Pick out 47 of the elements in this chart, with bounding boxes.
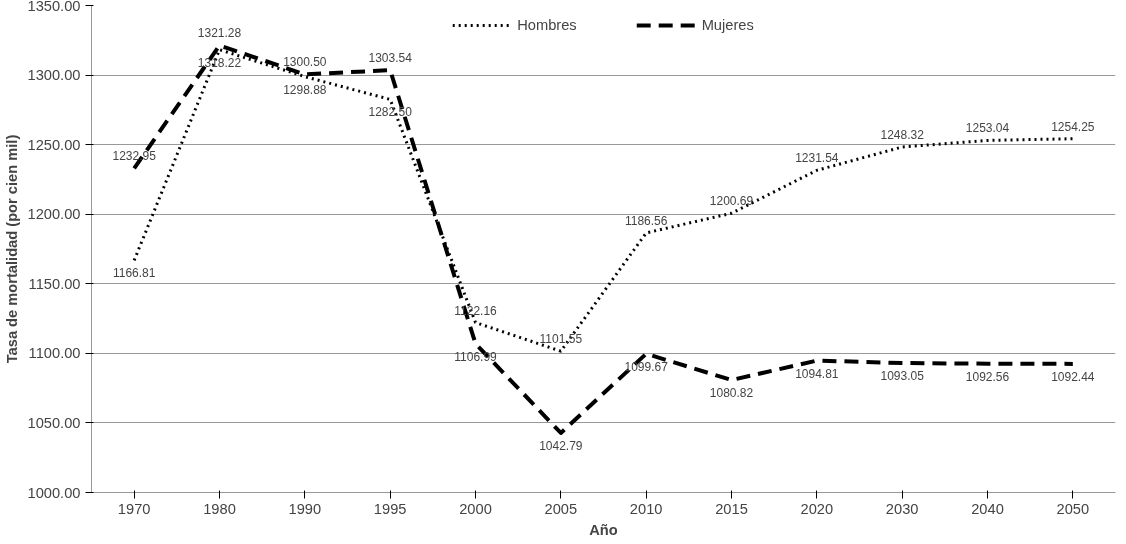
x-tick-label: 1995 — [373, 500, 407, 517]
x-tick-label: 1990 — [288, 500, 322, 517]
legend-label: Hombres — [517, 17, 577, 33]
data-label: 1232.95 — [112, 149, 157, 164]
data-label: 1080.82 — [709, 386, 754, 401]
data-label: 1092.56 — [965, 369, 1010, 384]
x-axis-title: Año — [589, 521, 618, 538]
data-label: 1253.04 — [965, 121, 1010, 136]
data-label: 1101.55 — [539, 332, 583, 347]
data-label: 1321.28 — [197, 26, 242, 41]
y-axis-title: Tasa de mortalidad (por cien mil) — [3, 134, 20, 364]
x-tick-label: 2015 — [715, 500, 748, 517]
data-label: 1042.79 — [539, 438, 583, 453]
x-tick-label: 2040 — [971, 500, 1004, 517]
x-tick-label: 2030 — [885, 500, 919, 517]
data-label: 1092.44 — [1051, 369, 1095, 384]
data-label: 1298.88 — [283, 82, 327, 97]
data-label: 1248.32 — [880, 127, 925, 142]
y-tick-label: 1250.00 — [27, 136, 81, 153]
x-tick-label: 2010 — [629, 500, 663, 517]
x-tick-label: 2005 — [544, 500, 578, 517]
x-tick-label: 2000 — [459, 500, 492, 517]
data-label: 1186.56 — [624, 213, 668, 228]
y-tick-label: 1050.00 — [27, 414, 81, 431]
data-label: 1106.99 — [454, 349, 498, 364]
legend-label: Mujeres — [701, 17, 754, 33]
y-tick-label: 1150.00 — [28, 275, 81, 292]
y-tick-label: 1300.00 — [27, 67, 81, 84]
data-label: 1318.22 — [197, 55, 242, 70]
data-label: 1300.50 — [283, 55, 327, 70]
x-tick-label: 2020 — [800, 500, 834, 517]
data-label: 1231.54 — [795, 151, 839, 166]
data-label: 1303.54 — [368, 51, 413, 66]
data-label: 1254.25 — [1051, 119, 1095, 134]
data-label: 1099.67 — [624, 359, 669, 374]
data-label: 1093.05 — [880, 369, 925, 384]
y-tick-label: 1100.00 — [28, 345, 81, 362]
data-label: 1166.81 — [112, 266, 156, 281]
y-tick-label: 1350.00 — [27, 0, 81, 14]
x-tick-label: 1970 — [117, 500, 151, 517]
x-tick-label: 1980 — [203, 500, 236, 517]
data-label: 1094.81 — [795, 366, 839, 381]
data-label: 1200.69 — [709, 194, 754, 209]
data-label: 1282.50 — [368, 105, 413, 120]
y-tick-label: 1200.00 — [27, 206, 81, 223]
y-tick-label: 1000.00 — [27, 484, 81, 501]
x-tick-label: 2050 — [1056, 500, 1090, 517]
